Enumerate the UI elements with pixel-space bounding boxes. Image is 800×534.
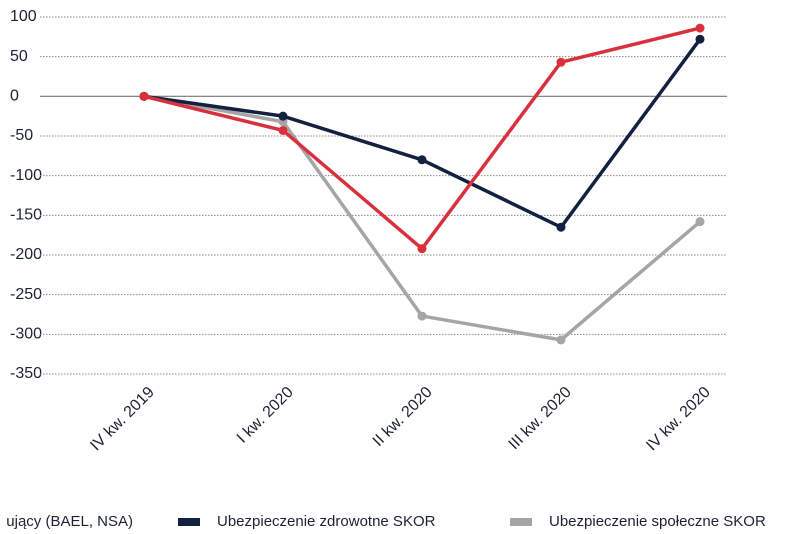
y-tick-label: 0 <box>10 88 19 105</box>
point <box>695 34 705 44</box>
x-tick-label: IV kw. 2020 <box>643 384 714 455</box>
point <box>556 335 566 345</box>
legend-swatch <box>510 518 532 526</box>
legend-swatch <box>178 518 200 526</box>
y-tick-label: 100 <box>10 8 37 25</box>
y-tick-label: -350 <box>10 365 42 382</box>
point <box>556 57 566 67</box>
legend-label: Ubezpieczenie społeczne SKOR <box>549 513 766 530</box>
point <box>556 222 566 232</box>
point <box>695 217 705 227</box>
point <box>417 244 427 254</box>
legend-label: ujący (BAEL, NSA) <box>6 513 133 530</box>
x-tick-label: I kw. 2020 <box>234 384 297 447</box>
point <box>278 111 288 121</box>
series-line <box>143 38 702 229</box>
y-tick-label: -250 <box>10 286 42 303</box>
y-tick-label: -150 <box>10 207 42 224</box>
x-tick-label: IV kw. 2019 <box>87 384 158 455</box>
y-tick-label: -50 <box>10 127 33 144</box>
x-tick-label: II kw. 2020 <box>370 384 436 450</box>
y-tick-label: -100 <box>10 167 42 184</box>
legend-label: Ubezpieczenie zdrowotne SKOR <box>217 513 436 530</box>
y-tick-label: 50 <box>10 48 28 65</box>
y-tick-label: -300 <box>10 326 42 343</box>
y-tick-label: -200 <box>10 246 42 263</box>
series-line <box>143 94 702 342</box>
point <box>417 311 427 321</box>
point <box>695 23 705 33</box>
point <box>278 125 288 135</box>
point <box>417 155 427 165</box>
x-tick-label: III kw. 2020 <box>506 384 575 453</box>
point <box>139 91 149 101</box>
